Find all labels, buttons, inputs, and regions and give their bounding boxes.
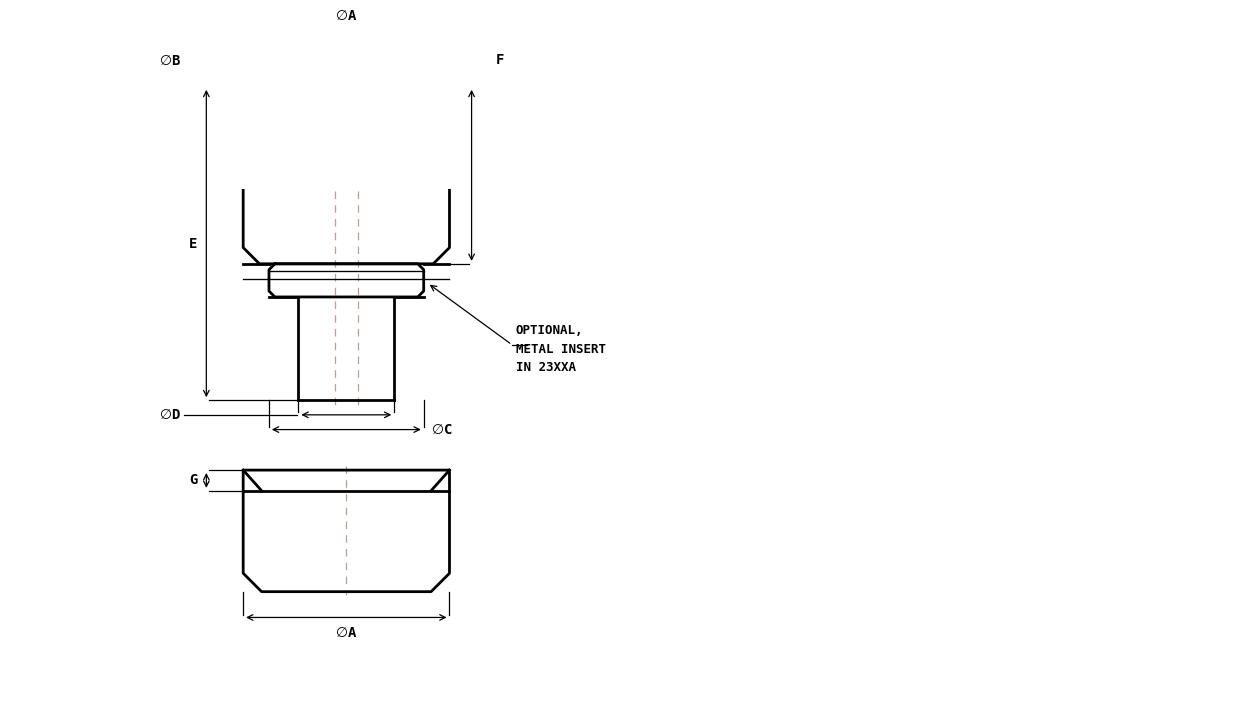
Text: $\varnothing$D: $\varnothing$D [158, 408, 181, 422]
Text: $\varnothing$A: $\varnothing$A [335, 9, 358, 23]
Text: $\varnothing$C: $\varnothing$C [431, 422, 453, 437]
Text: OPTIONAL,: OPTIONAL, [516, 324, 584, 337]
Text: $\varnothing$A: $\varnothing$A [335, 626, 358, 640]
Text: IN 23XXA: IN 23XXA [516, 361, 576, 374]
Text: $\varnothing$B: $\varnothing$B [158, 54, 181, 68]
Text: F: F [496, 53, 504, 67]
Text: E: E [188, 237, 197, 251]
Text: METAL INSERT: METAL INSERT [516, 343, 606, 356]
Text: G: G [188, 474, 197, 487]
